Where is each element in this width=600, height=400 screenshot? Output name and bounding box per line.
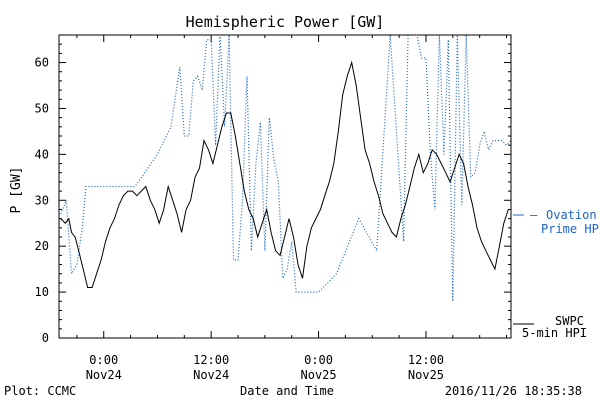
- legend-swpc-label-1: SWPC: [555, 314, 584, 328]
- legend-ovation: — Ovation Prime HPI: [513, 208, 600, 236]
- x-tick-label-time: 0:00: [304, 353, 333, 367]
- y-tick-label: 50: [35, 101, 49, 115]
- y-tick-label: 30: [35, 193, 49, 207]
- y-axis-ticks: 0 10 20 30 40 50 60: [35, 43, 511, 345]
- y-tick-label: 0: [42, 331, 49, 345]
- legend-ovation-label-2: Prime HPI: [541, 222, 600, 236]
- legend-swpc: SWPC 5-min HPI: [513, 314, 587, 340]
- legend-swpc-label-2: 5-min HPI: [522, 326, 587, 340]
- x-tick-label-date: Nov24: [193, 368, 229, 382]
- legend-ovation-label-1: Ovation: [546, 208, 597, 222]
- x-axis-label: Date and Time: [240, 384, 334, 398]
- series-layer: [60, 35, 511, 302]
- series-ovation-line: [60, 35, 511, 302]
- x-tick-label-date: Nov25: [301, 368, 337, 382]
- plot-area-frame: [58, 34, 512, 339]
- x-tick-label-date: Nov25: [408, 368, 444, 382]
- series-swpc-line: [60, 60, 509, 288]
- y-tick-label: 20: [35, 239, 49, 253]
- y-tick-label: 60: [35, 56, 49, 70]
- y-tick-label: 40: [35, 147, 49, 161]
- timestamp: 2016/11/26 18:35:38: [445, 384, 582, 398]
- chart-title: Hemispheric Power [GW]: [186, 13, 385, 31]
- x-tick-label-date: Nov24: [86, 368, 122, 382]
- legend-ovation-dash: —: [530, 208, 538, 222]
- x-tick-label-time: 12:00: [408, 353, 444, 367]
- x-tick-label-time: 12:00: [193, 353, 229, 367]
- y-tick-label: 10: [35, 285, 49, 299]
- y-axis-label: P [GW]: [9, 167, 24, 214]
- plot-credit: Plot: CCMC: [4, 384, 76, 398]
- x-tick-label-time: 0:00: [89, 353, 118, 367]
